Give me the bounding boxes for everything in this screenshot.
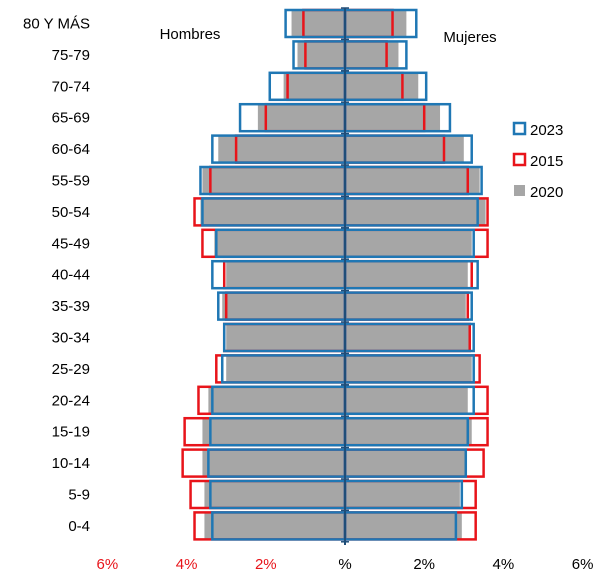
legend-label-2020: 2020 <box>530 184 563 201</box>
x-tick-label: 2% <box>255 556 277 573</box>
x-tick-label: 6% <box>572 556 594 573</box>
age-label-50-54: 50-54 <box>52 204 90 221</box>
bar-2020-men-80-y-m-s <box>291 10 345 37</box>
bar-2020-women-15-19 <box>345 418 472 446</box>
age-label-0-4: 0-4 <box>68 518 90 535</box>
age-label-40-44: 40-44 <box>52 267 90 284</box>
bar-2020-men-30-34 <box>226 324 345 351</box>
age-label-30-34: 30-34 <box>52 330 90 347</box>
bar-2020-women-5-9 <box>345 481 460 508</box>
men-header: Hombres <box>160 26 221 43</box>
bar-2020-men-40-44 <box>226 261 345 289</box>
age-label-55-59: 55-59 <box>52 173 90 190</box>
age-label-10-14: 10-14 <box>52 455 90 472</box>
x-axis-tick-labels: 6% 4% 2%% 2% 4% 6% <box>97 556 594 573</box>
age-label-25-29: 25-29 <box>52 361 90 378</box>
bar-2020-men-10-14 <box>202 449 345 477</box>
legend-swatch-2020 <box>514 185 525 196</box>
bar-2020-women-55-59 <box>345 167 480 194</box>
bar-2020-men-5-9 <box>204 481 345 508</box>
bar-2020-men-50-54 <box>200 198 345 226</box>
age-label-15-19: 15-19 <box>52 424 90 441</box>
legend-label-2023: 2023 <box>530 122 563 139</box>
bar-2020-women-45-49 <box>345 229 472 257</box>
bar-2020-women-50-54 <box>345 198 486 226</box>
bar-2020-women-25-29 <box>345 355 472 383</box>
bar-2020-men-60-64 <box>218 135 345 163</box>
bar-2020-men-15-19 <box>202 418 345 446</box>
bar-2020-women-60-64 <box>345 135 464 163</box>
age-label-65-69: 65-69 <box>52 110 90 127</box>
bar-2020-women-30-34 <box>345 324 470 351</box>
x-tick-label: 4% <box>493 556 515 573</box>
legend: 2023 2015 2020 <box>512 121 563 201</box>
legend-label-2015: 2015 <box>530 153 563 170</box>
bar-2020-men-55-59 <box>202 167 345 194</box>
women-header: Mujeres <box>443 29 496 46</box>
age-label-75-79: 75-79 <box>52 47 90 64</box>
age-label-80-y-m-s: 80 Y MÁS <box>23 16 90 33</box>
bar-2020-women-0-4 <box>345 512 462 540</box>
bar-2020-women-65-69 <box>345 104 441 132</box>
center-axis <box>341 7 349 545</box>
bar-2020-men-45-49 <box>214 229 345 257</box>
legend-swatch-2015 <box>512 152 527 167</box>
bar-2020-men-20-24 <box>208 386 345 414</box>
bar-2020-women-40-44 <box>345 261 468 289</box>
bar-2020-men-70-74 <box>283 72 345 100</box>
bar-2020-women-80-y-m-s <box>345 10 407 37</box>
age-label-35-39: 35-39 <box>52 298 90 315</box>
age-label-5-9: 5-9 <box>68 487 90 504</box>
age-label-70-74: 70-74 <box>52 78 90 95</box>
bar-2020-women-20-24 <box>345 386 468 414</box>
age-group-labels: 80 Y MÁS 75-79 70-74 65-69 60-64 55-59 50-54 45… <box>23 16 90 535</box>
bar-2020-men-25-29 <box>226 355 345 383</box>
bar-2020-women-10-14 <box>345 449 466 477</box>
age-label-45-49: 45-49 <box>52 235 90 252</box>
legend-swatch-2023 <box>512 121 527 136</box>
age-label-20-24: 20-24 <box>52 392 90 409</box>
bar-2020-men-0-4 <box>204 512 345 540</box>
bar-2020-men-65-69 <box>257 104 345 132</box>
bar-2020-women-70-74 <box>345 72 419 100</box>
bars-2020-layer <box>200 10 486 540</box>
bar-2020-men-35-39 <box>222 292 345 320</box>
bar-2020-women-35-39 <box>345 292 466 320</box>
x-tick-label: 4% <box>176 556 198 573</box>
x-tick-label: % <box>338 556 351 573</box>
x-tick-label: 2% <box>413 556 435 573</box>
x-tick-label: 6% <box>97 556 119 573</box>
bar-2020-women-75-79 <box>345 41 399 69</box>
age-label-60-64: 60-64 <box>52 141 90 158</box>
